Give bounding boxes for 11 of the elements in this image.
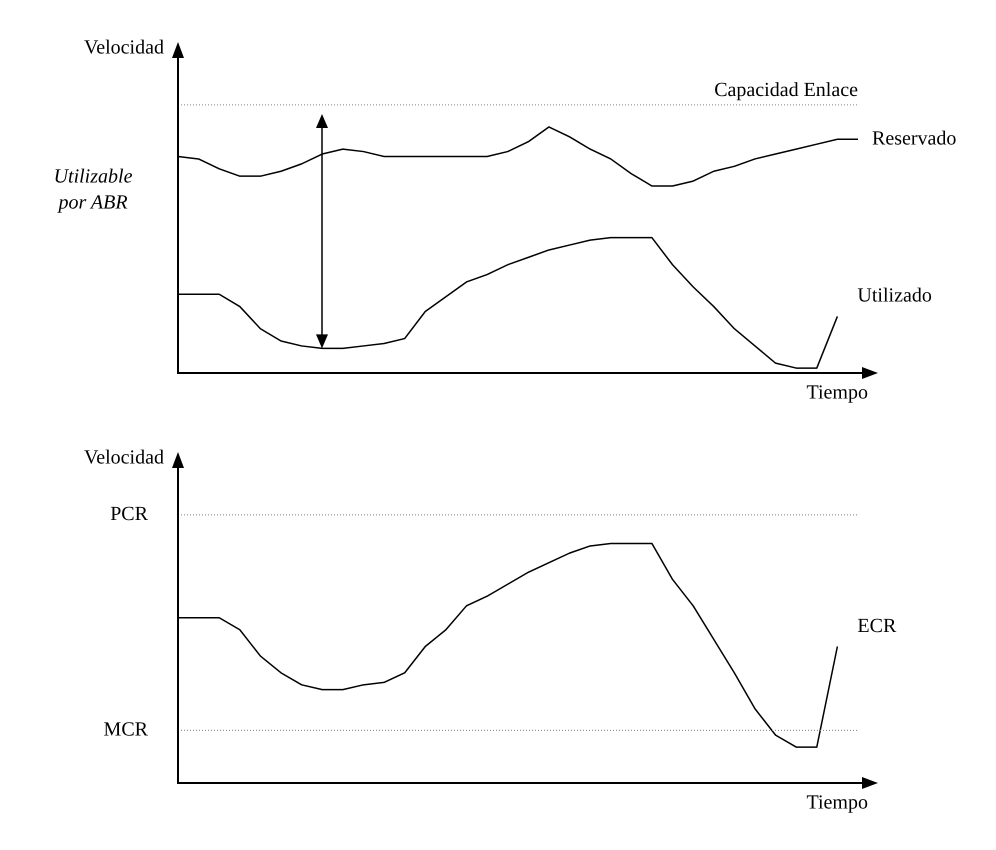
y-axis-title: Velocidad — [84, 36, 164, 58]
series-label: ECR — [857, 614, 897, 637]
ref-line-label: PCR — [110, 503, 149, 526]
ref-line-label: MCR — [104, 718, 149, 741]
series-label: Utilizado — [857, 284, 932, 307]
series-label: Reservado — [872, 128, 956, 150]
y-axis-title: Velocidad — [84, 446, 164, 468]
x-axis-title: Tiempo — [806, 381, 868, 404]
text: Utilizable por ABR — [54, 165, 133, 214]
ref-line-label: Capacidad Enlace — [714, 79, 858, 102]
x-axis-title: Tiempo — [806, 791, 868, 814]
